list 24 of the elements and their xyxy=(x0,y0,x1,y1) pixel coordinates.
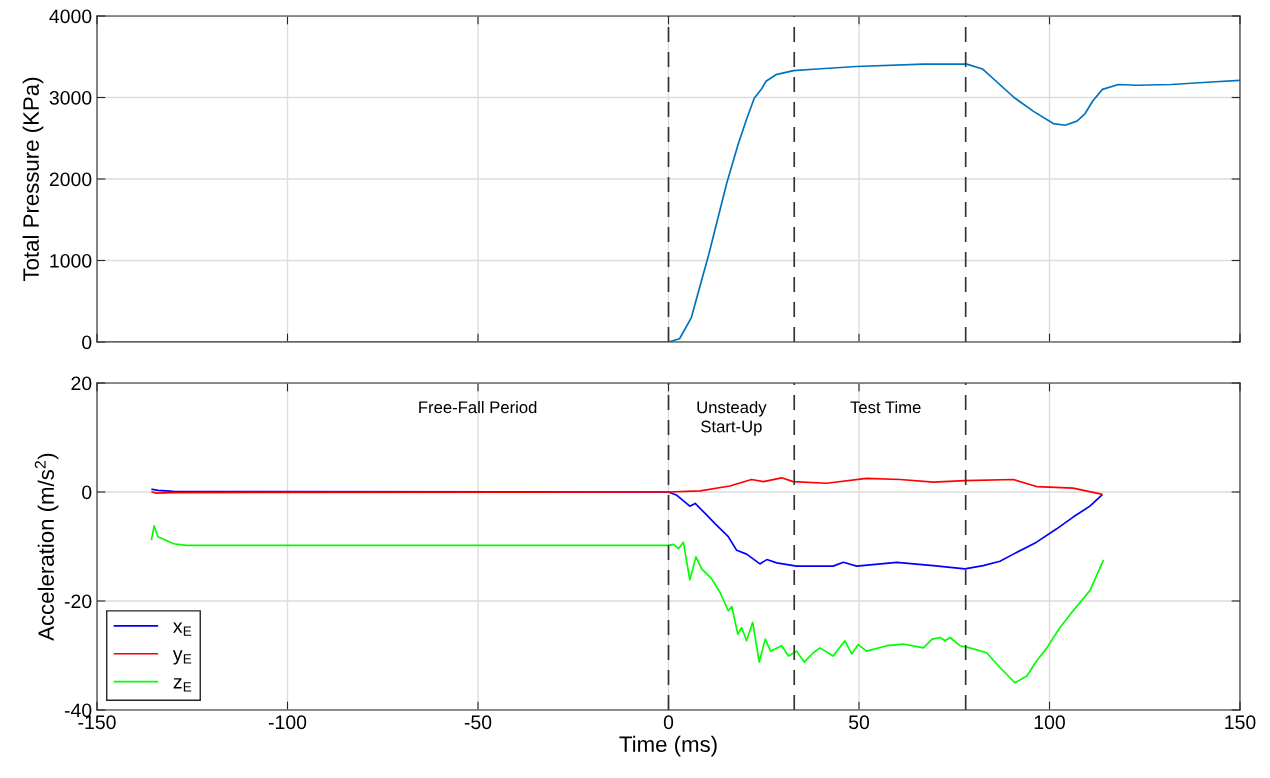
y-tick-label: 0 xyxy=(82,485,92,500)
legend-label: x$_{E}$ xyxy=(173,622,192,636)
y-tick-label: 20 xyxy=(71,376,92,391)
line-series xyxy=(151,476,1103,496)
y-tick-label: 1000 xyxy=(50,253,92,268)
annotation: Free-Fall Period xyxy=(419,400,537,414)
y-tick-label: 2000 xyxy=(49,172,92,187)
legend-label: z$_{E}$ xyxy=(173,678,192,692)
legend-label: y$_{E}$ xyxy=(172,650,192,665)
x-axis-title: Time (ms) xyxy=(619,735,717,757)
y-tick-label: 4000 xyxy=(49,9,92,24)
x-tick-label: 150 xyxy=(1225,715,1256,730)
y-tick-label: 0 xyxy=(82,335,92,350)
x-tick-label: -50 xyxy=(464,715,492,730)
y-axis-title: Acceleration (m/s$^{2}$) xyxy=(34,453,59,641)
y-tick-label: -20 xyxy=(64,594,92,609)
annotation: Unsteady Start-Up xyxy=(697,400,767,436)
annotation: Test Time xyxy=(850,400,921,414)
x-tick-label: 100 xyxy=(1034,715,1065,730)
x-tick-label: 50 xyxy=(848,715,870,730)
x-tick-label: 0 xyxy=(663,715,674,730)
y-axis-title: Total Pressure (KPa) xyxy=(22,77,44,281)
x-tick-label: -100 xyxy=(268,715,307,730)
y-tick-label: 3000 xyxy=(49,90,92,105)
